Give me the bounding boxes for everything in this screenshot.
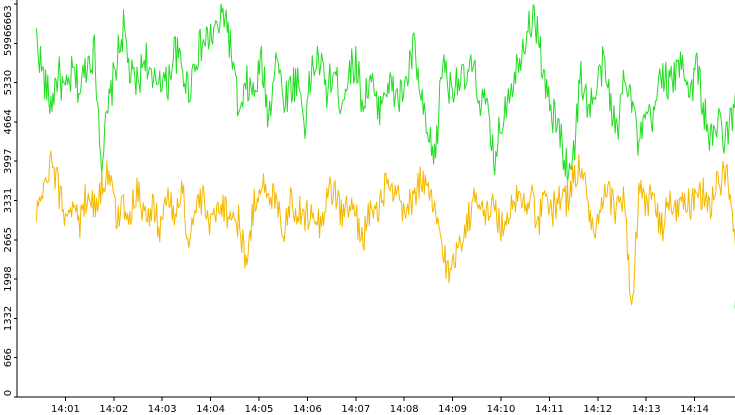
y-tick-label: 3997 <box>3 149 14 174</box>
x-tick-label: 14:01 <box>51 404 80 415</box>
x-tick-label: 14:04 <box>196 404 225 415</box>
x-tick-label: 14:11 <box>535 404 564 415</box>
x-tick-label: 14:03 <box>148 404 177 415</box>
y-tick-label: 2665 <box>3 227 14 252</box>
x-axis-ticks: 14:01 14:02 14:03 14:04 14:05 14:06 14:07 14:08… <box>51 397 709 415</box>
x-tick-label: 14:10 <box>487 404 516 415</box>
y-tick-label: 666 <box>3 348 14 367</box>
series-line-yellow <box>35 150 735 336</box>
series-line-green <box>35 3 735 309</box>
x-tick-label: 14:09 <box>438 404 467 415</box>
y-tick-label: 6663 <box>3 5 14 30</box>
x-tick-label: 14:13 <box>632 404 661 415</box>
y-tick-label: 5996 <box>3 31 14 56</box>
x-tick-label: 14:12 <box>583 404 612 415</box>
y-tick-label: 3331 <box>3 188 14 213</box>
y-tick-label: 5330 <box>3 70 14 95</box>
y-tick-label: 1332 <box>3 306 14 331</box>
x-tick-label: 14:02 <box>99 404 128 415</box>
y-tick-label: 0 <box>3 390 14 396</box>
x-tick-label: 14:14 <box>680 404 709 415</box>
y-tick-label: 4664 <box>3 109 14 134</box>
y-tick-label: 1998 <box>3 266 14 291</box>
x-tick-label: 14:06 <box>293 404 322 415</box>
x-tick-label: 14:05 <box>245 404 274 415</box>
series-layer <box>35 3 735 336</box>
x-tick-label: 14:08 <box>390 404 419 415</box>
x-tick-label: 14:07 <box>341 404 370 415</box>
